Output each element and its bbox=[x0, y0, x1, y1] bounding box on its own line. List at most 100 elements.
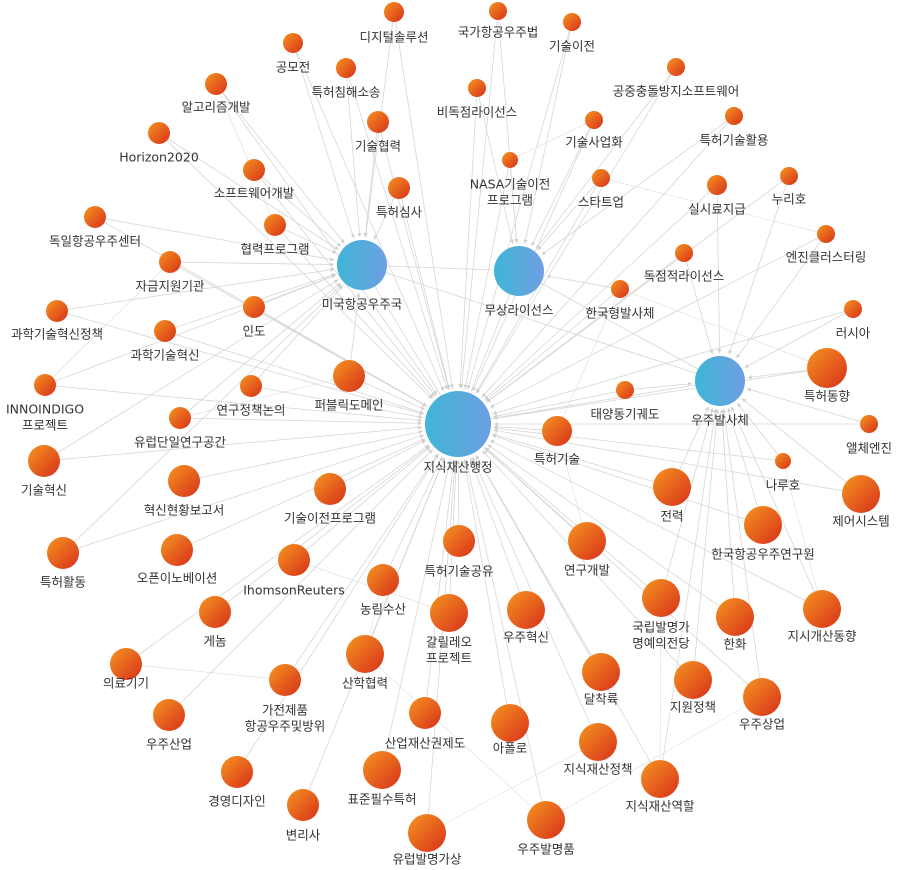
edge bbox=[556, 430, 588, 542]
node-label: 가전제품 bbox=[262, 703, 308, 718]
node-label: 독일항공우주센터 bbox=[49, 234, 141, 249]
node-label: 엔진클러스터링 bbox=[786, 250, 867, 265]
node bbox=[494, 246, 544, 296]
edge bbox=[466, 30, 570, 390]
node-label: Horizon2020 bbox=[119, 150, 199, 165]
edge bbox=[428, 459, 457, 815]
node bbox=[240, 375, 262, 397]
edge bbox=[782, 460, 823, 610]
node bbox=[744, 506, 782, 544]
edge bbox=[190, 417, 423, 426]
edge bbox=[510, 167, 519, 244]
node bbox=[844, 300, 862, 318]
edge bbox=[741, 398, 847, 483]
node-label: 기술사업화 bbox=[565, 135, 623, 150]
node-label: NASA기술이전 bbox=[470, 177, 551, 192]
node-label: 의료기기 bbox=[103, 676, 149, 691]
node-label: 특허기술활용 bbox=[699, 133, 768, 148]
node bbox=[363, 751, 401, 789]
edge bbox=[125, 663, 286, 681]
edge bbox=[346, 77, 362, 238]
edge bbox=[463, 167, 509, 389]
node-label: 전력 bbox=[660, 509, 683, 524]
node-label: 우주산업 bbox=[146, 737, 192, 752]
node bbox=[287, 789, 319, 821]
node-label: 특허기술 bbox=[534, 452, 580, 467]
node bbox=[269, 664, 301, 696]
node-label: 농림수산 bbox=[360, 602, 407, 617]
edge bbox=[261, 387, 423, 419]
node-label: 오픈이노베이션 bbox=[137, 571, 218, 586]
node bbox=[803, 590, 841, 628]
edge bbox=[78, 434, 424, 549]
node-label: INNOINDIGO bbox=[6, 402, 84, 417]
edge bbox=[537, 184, 596, 251]
node bbox=[336, 58, 356, 78]
node-label: 앨체엔진 bbox=[846, 441, 892, 456]
edge bbox=[284, 229, 337, 254]
edge bbox=[484, 191, 710, 400]
edge bbox=[481, 122, 729, 398]
node-label: 프로젝트 bbox=[426, 651, 472, 666]
edge bbox=[350, 292, 361, 361]
node bbox=[585, 111, 603, 129]
node bbox=[159, 251, 181, 273]
edge bbox=[168, 138, 339, 251]
node-label: 유럽발명가상 bbox=[392, 852, 462, 867]
edge bbox=[475, 455, 651, 763]
edge bbox=[731, 406, 815, 592]
node-label: 지식재산정책 bbox=[563, 762, 632, 777]
edge bbox=[493, 391, 617, 418]
node-label: 지식재산역할 bbox=[625, 799, 695, 814]
edge bbox=[263, 312, 427, 407]
node bbox=[675, 244, 693, 262]
node bbox=[425, 391, 491, 457]
node bbox=[110, 648, 142, 680]
edge bbox=[469, 457, 520, 593]
node-label: 소프트웨어개발 bbox=[214, 186, 295, 201]
node-label: 특허동향 bbox=[804, 389, 851, 404]
node bbox=[491, 704, 529, 742]
edge bbox=[67, 267, 335, 310]
node-label: 연구개발 bbox=[564, 563, 611, 578]
edge bbox=[105, 218, 335, 262]
edge bbox=[492, 433, 654, 483]
node-label: 한화 bbox=[723, 637, 747, 652]
node bbox=[46, 300, 68, 322]
node bbox=[430, 594, 468, 632]
node-label: 한국항공우주연구원 bbox=[711, 547, 815, 562]
edge bbox=[458, 96, 477, 389]
edge bbox=[344, 439, 427, 483]
node bbox=[502, 152, 518, 168]
node bbox=[337, 240, 387, 290]
node-label: 미국항공우주국 bbox=[322, 297, 403, 312]
node-label: 비독점라이선스 bbox=[437, 105, 518, 120]
node bbox=[243, 159, 265, 181]
edge bbox=[485, 294, 614, 402]
node-label: 기술혁신 bbox=[21, 483, 67, 498]
node-label: 아폴로 bbox=[493, 741, 528, 756]
edge bbox=[166, 140, 433, 400]
node bbox=[169, 407, 191, 429]
edge bbox=[493, 370, 808, 420]
node-label: 갈릴레오 bbox=[426, 635, 472, 650]
node-label: 경영디자인 bbox=[208, 794, 266, 809]
node bbox=[707, 175, 727, 195]
node bbox=[743, 678, 781, 716]
edge bbox=[487, 444, 720, 607]
edge bbox=[679, 406, 709, 470]
edge bbox=[472, 456, 591, 725]
node-label: 국가항공우주법 bbox=[458, 25, 539, 40]
edge bbox=[744, 312, 846, 369]
node bbox=[408, 814, 446, 852]
node bbox=[443, 525, 475, 557]
edge bbox=[546, 274, 612, 288]
edge bbox=[361, 264, 520, 272]
edge bbox=[426, 459, 456, 698]
node-label: 특허심사 bbox=[376, 205, 423, 220]
node-label: 명예의전당 bbox=[632, 636, 690, 651]
node bbox=[579, 723, 617, 761]
edge bbox=[493, 424, 543, 431]
node-label: 국립발명가 bbox=[632, 620, 690, 635]
node-label: 게놈 bbox=[203, 634, 226, 649]
